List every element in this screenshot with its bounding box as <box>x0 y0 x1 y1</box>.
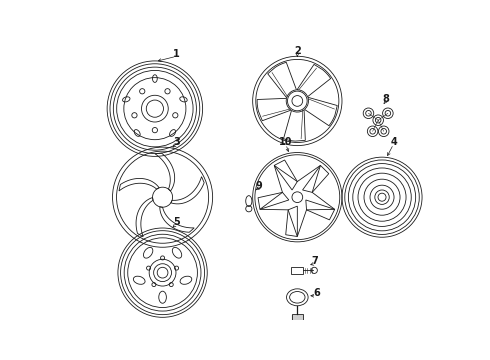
Text: 4: 4 <box>390 137 397 147</box>
Text: 7: 7 <box>312 256 318 266</box>
Text: 9: 9 <box>255 181 262 191</box>
Bar <box>292 314 303 322</box>
Text: 2: 2 <box>294 46 301 56</box>
Text: 1: 1 <box>173 49 180 59</box>
Bar <box>291 266 303 274</box>
Text: 6: 6 <box>313 288 320 298</box>
Text: 10: 10 <box>279 137 293 147</box>
Text: 8: 8 <box>382 94 390 104</box>
Text: 5: 5 <box>173 217 180 227</box>
Text: 3: 3 <box>173 137 180 147</box>
